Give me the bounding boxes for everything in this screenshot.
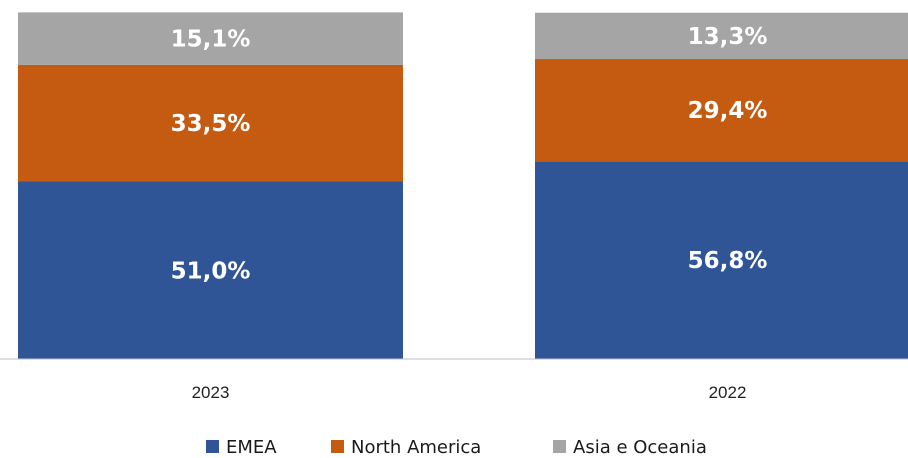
category-label-2022: 2022 <box>709 383 747 402</box>
data-label-2023-north-america: 33,5% <box>171 111 251 137</box>
bar-2022-north-america <box>535 59 908 162</box>
bar-2022-emea <box>535 161 908 359</box>
legend-swatch-north-america <box>331 440 344 453</box>
bar-2023-asia-e-oceania <box>18 12 403 65</box>
category-label-2023: 2023 <box>192 383 230 402</box>
plot-area: 51,0% 33,5% 15,1% 56,8% 29,4% 13,3% <box>18 12 908 359</box>
data-label-2022-asia-e-oceania: 13,3% <box>688 24 768 50</box>
legend-label-emea: EMEA <box>226 437 277 458</box>
data-label-2023-emea: 51,0% <box>171 258 251 284</box>
legend-label-asia-e-oceania: Asia e Oceania <box>573 437 707 458</box>
legend-label-north-america: North America <box>351 437 481 458</box>
bar-2023-emea <box>18 181 403 359</box>
data-label-2022-emea: 56,8% <box>688 248 768 274</box>
bar-2023-north-america <box>18 64 403 182</box>
data-label-2022-north-america: 29,4% <box>688 98 768 124</box>
category-labels: 2023 2022 <box>192 383 747 402</box>
legend-swatch-asia-e-oceania <box>553 440 566 453</box>
bar-2022-asia-e-oceania <box>535 12 908 60</box>
legend-swatch-emea <box>206 440 219 453</box>
legend: EMEA North America Asia e Oceania <box>206 437 707 458</box>
data-label-2023-asia-e-oceania: 15,1% <box>171 27 251 53</box>
